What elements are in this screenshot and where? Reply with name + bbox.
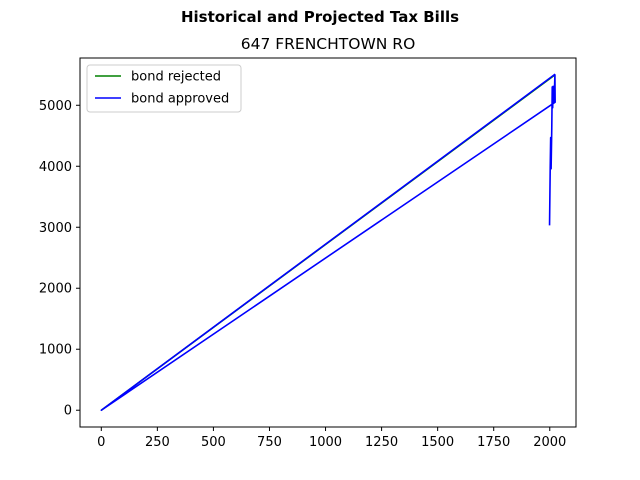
plot-frame xyxy=(79,57,577,428)
legend-box xyxy=(86,64,242,113)
x-tick-label: 1500 xyxy=(421,435,454,450)
x-axis: 0 250 500 750 1000 1250 1500 1750 2000 xyxy=(97,427,566,450)
x-tick-label: 1000 xyxy=(309,435,342,450)
y-tick-label: 4000 xyxy=(39,160,72,175)
x-tick-label: 1750 xyxy=(477,435,510,450)
legend: bond rejected bond approved xyxy=(86,64,242,113)
legend-label-0: bond rejected xyxy=(131,70,221,85)
y-tick-label: 5000 xyxy=(39,99,72,114)
y-tick-label: 2000 xyxy=(39,282,72,297)
y-axis: 0 1000 2000 3000 4000 5000 xyxy=(39,99,80,419)
series-line-1 xyxy=(100,73,556,412)
x-tick-label: 1250 xyxy=(365,435,398,450)
y-tick-label: 3000 xyxy=(39,221,72,236)
x-tick-label: 2000 xyxy=(533,435,566,450)
y-tick-label: 1000 xyxy=(39,343,72,358)
chart-suptitle: Historical and Projected Tax Bills xyxy=(181,8,459,26)
chart-title: 647 FRENCHTOWN RO xyxy=(241,35,416,53)
x-tick-label: 500 xyxy=(201,435,226,450)
x-tick-label: 250 xyxy=(145,435,170,450)
legend-label-1: bond approved xyxy=(131,92,229,107)
plot-lines xyxy=(100,73,556,412)
x-tick-label: 0 xyxy=(97,435,105,450)
x-tick-label: 750 xyxy=(257,435,282,450)
y-tick-label: 0 xyxy=(64,404,72,419)
